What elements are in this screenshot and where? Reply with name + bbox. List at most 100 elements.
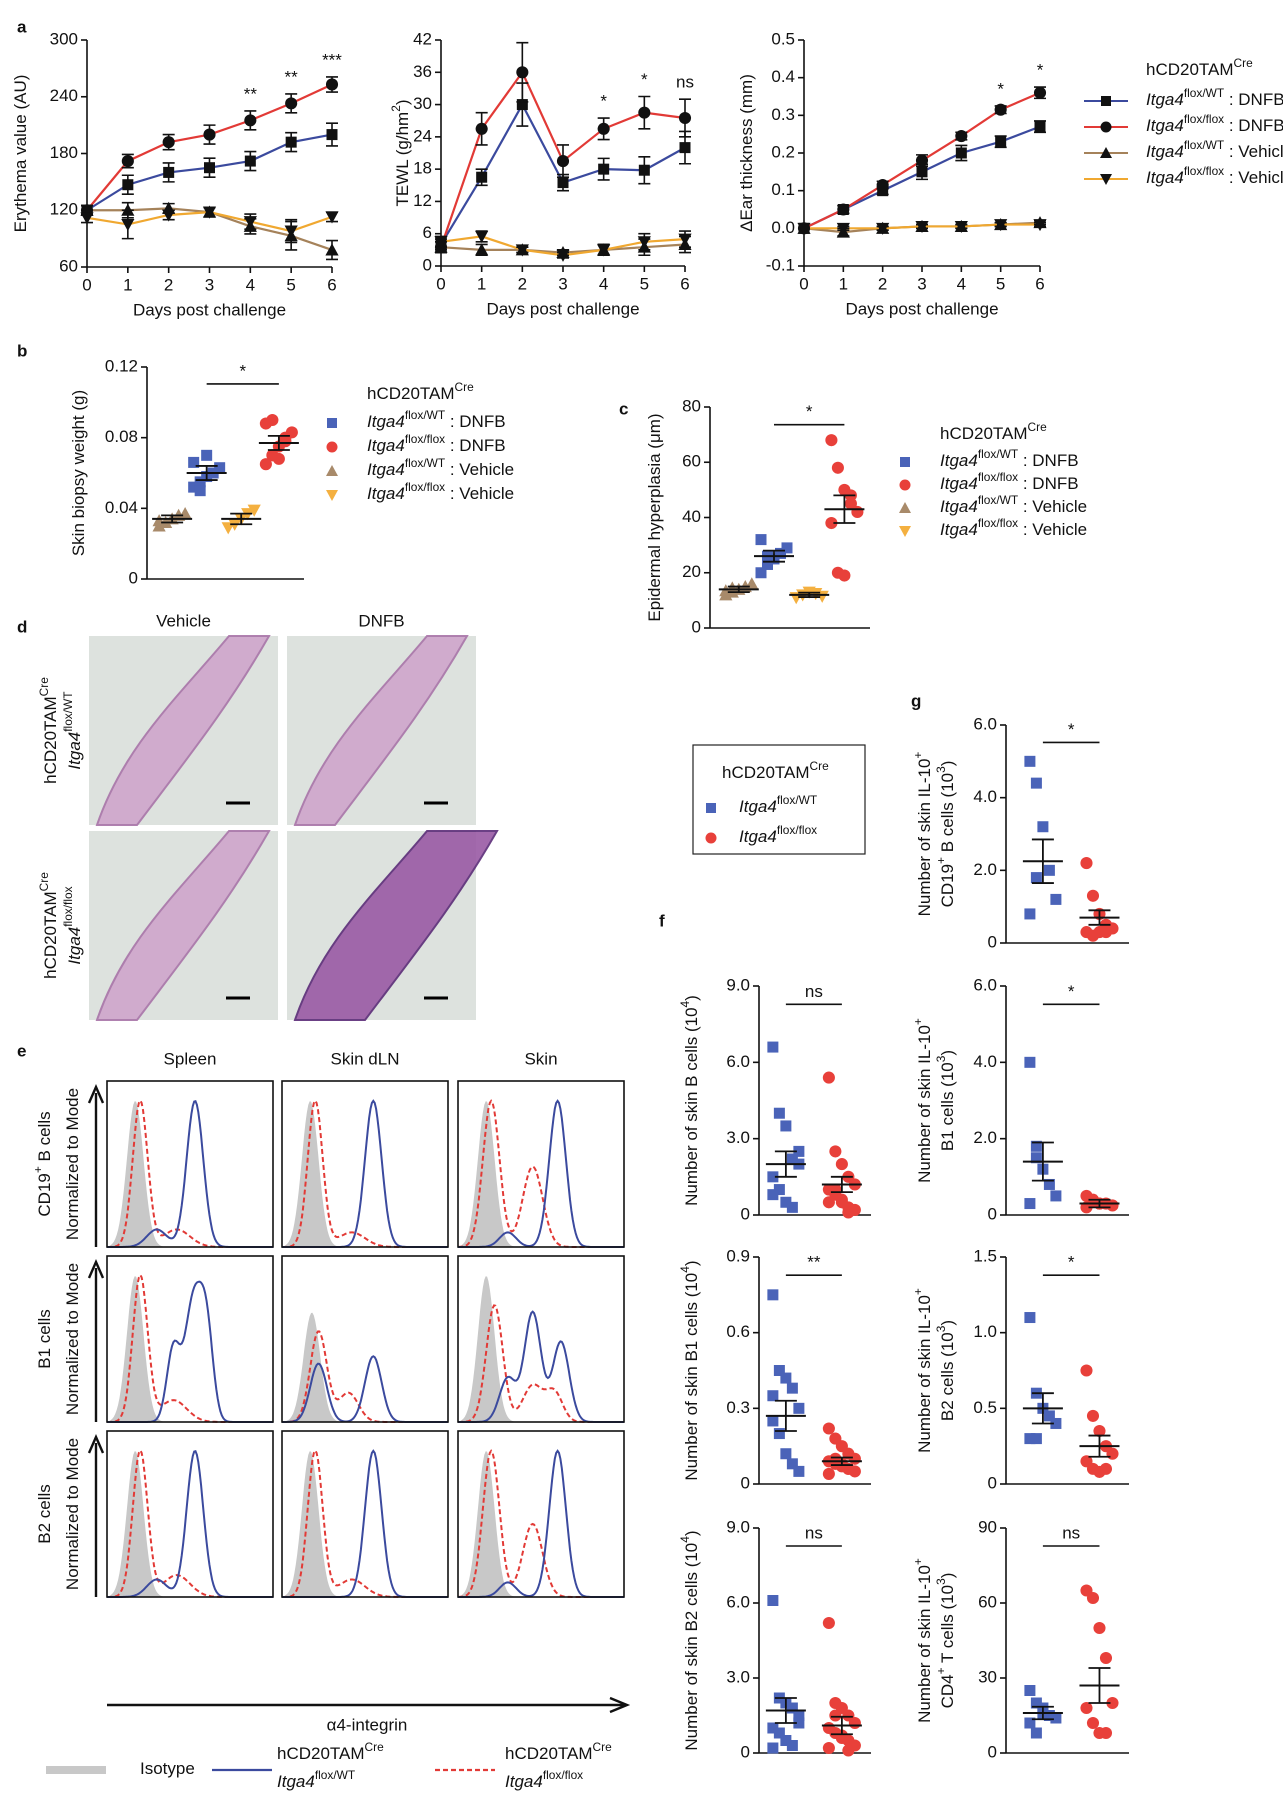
column-title: Skin bbox=[524, 1049, 557, 1068]
isotype-histogram bbox=[458, 1276, 624, 1422]
column-title: Skin dLN bbox=[331, 1049, 400, 1068]
legend-label: Itga4flox/flox bbox=[739, 823, 817, 846]
sem-bar bbox=[1031, 838, 1054, 884]
text-part: 3 bbox=[934, 766, 948, 773]
sem-bar bbox=[1088, 1667, 1111, 1704]
legend-marker bbox=[899, 526, 911, 537]
marker bbox=[516, 66, 529, 79]
tissue bbox=[95, 830, 271, 1021]
legend-marker bbox=[327, 418, 337, 428]
text-part: : DNFB bbox=[1018, 474, 1078, 493]
isotype-histogram bbox=[107, 1101, 273, 1247]
marker bbox=[244, 155, 256, 167]
marker bbox=[767, 1041, 779, 1053]
text-part: TEWL (g/hm bbox=[393, 112, 412, 207]
marker bbox=[284, 225, 298, 238]
text-part: flox/flox bbox=[543, 1768, 583, 1782]
marker bbox=[326, 129, 338, 141]
text-part: flox/flox bbox=[978, 470, 1018, 484]
y-tick-label: 0.3 bbox=[726, 1398, 750, 1417]
marker bbox=[515, 244, 529, 257]
text-part: Number of skin IL-10 bbox=[915, 1295, 934, 1453]
y-tick-label: 0 bbox=[741, 1204, 750, 1223]
y-tick-label: 0.1 bbox=[771, 180, 795, 199]
marker bbox=[995, 136, 1007, 148]
legend-marker bbox=[1100, 121, 1112, 133]
y-tick-label: 18 bbox=[413, 159, 432, 178]
significance: * bbox=[239, 361, 246, 380]
marker bbox=[122, 179, 134, 191]
sem-bar bbox=[230, 512, 253, 526]
y-tick-label: 2.0 bbox=[973, 860, 997, 879]
row-label: CD19+ B cells bbox=[31, 1111, 54, 1216]
y-tick-label: 9.0 bbox=[726, 1517, 750, 1536]
marker bbox=[767, 1390, 779, 1402]
marker bbox=[1030, 1727, 1042, 1739]
marker bbox=[822, 1616, 835, 1630]
marker bbox=[678, 233, 692, 246]
marker bbox=[767, 1742, 779, 1754]
marker bbox=[1024, 1056, 1036, 1068]
marker bbox=[556, 249, 570, 262]
y-tick-label: 0 bbox=[988, 1473, 997, 1492]
row-label: B2 cells bbox=[35, 1484, 54, 1544]
x-axis-label: α4-integrin bbox=[327, 1715, 408, 1734]
legend-title: hCD20TAMCre bbox=[722, 759, 829, 782]
y-tick-label: 180 bbox=[50, 143, 78, 162]
marker bbox=[203, 128, 216, 141]
marker bbox=[767, 1189, 779, 1201]
text-part: ) bbox=[682, 1530, 701, 1536]
text-part: Itga4 bbox=[367, 484, 405, 503]
sem-bar bbox=[774, 1399, 797, 1432]
y-axis-label: Number of skin B cells (104) bbox=[678, 995, 701, 1206]
y-arrow bbox=[87, 1259, 105, 1422]
significance: * bbox=[1068, 982, 1075, 1001]
tissue bbox=[95, 635, 271, 826]
y-axis-label: Number of skin IL-10+ bbox=[911, 752, 934, 917]
text-part: hCD20TAM bbox=[277, 1744, 365, 1763]
text-part: Cre bbox=[1028, 420, 1048, 434]
marker bbox=[1050, 893, 1062, 905]
y-tick-label: 0 bbox=[423, 255, 432, 274]
significance: * bbox=[806, 402, 813, 421]
y-tick-label: 20 bbox=[682, 562, 701, 581]
marker bbox=[829, 1145, 842, 1158]
histogram-curve bbox=[282, 1330, 448, 1423]
x-tick-label: 0 bbox=[799, 274, 808, 293]
marker bbox=[1086, 1591, 1100, 1605]
marker bbox=[835, 1193, 848, 1206]
y-tick-label: 0.08 bbox=[105, 427, 138, 446]
marker bbox=[1024, 1685, 1036, 1696]
text-part: + bbox=[911, 1558, 925, 1565]
legend-marker bbox=[899, 502, 911, 513]
text-part: : DNFB bbox=[445, 436, 505, 455]
text-part: ) bbox=[682, 995, 701, 1001]
sem-bar bbox=[830, 1456, 853, 1466]
text-part: Itga4 bbox=[367, 460, 405, 479]
x-tick-label: 6 bbox=[680, 274, 689, 293]
marker bbox=[793, 1717, 805, 1729]
marker bbox=[773, 1727, 785, 1739]
text-part: + bbox=[911, 1018, 925, 1025]
marker bbox=[285, 136, 297, 148]
sem-bar bbox=[1088, 1434, 1111, 1458]
histogram-frame bbox=[106, 1430, 274, 1598]
marker bbox=[773, 1428, 785, 1440]
marker bbox=[837, 203, 850, 216]
legend-label: Isotype bbox=[140, 1759, 195, 1778]
y-tick-label: 0.9 bbox=[726, 1246, 750, 1265]
marker bbox=[638, 106, 651, 119]
legend-marker bbox=[706, 803, 716, 813]
text-part: flox/flox bbox=[405, 432, 445, 446]
x-tick-label: 5 bbox=[996, 274, 1005, 293]
panel-label: d bbox=[17, 617, 27, 636]
marker bbox=[475, 122, 488, 135]
text-part: Itga4 bbox=[65, 732, 84, 770]
text-part: + bbox=[911, 752, 925, 759]
text-part: Cre bbox=[455, 380, 475, 394]
marker bbox=[1086, 1409, 1100, 1422]
marker bbox=[848, 1452, 861, 1465]
text-part: 3 bbox=[934, 1578, 948, 1585]
significance: ** bbox=[807, 1253, 821, 1272]
marker bbox=[825, 516, 838, 530]
